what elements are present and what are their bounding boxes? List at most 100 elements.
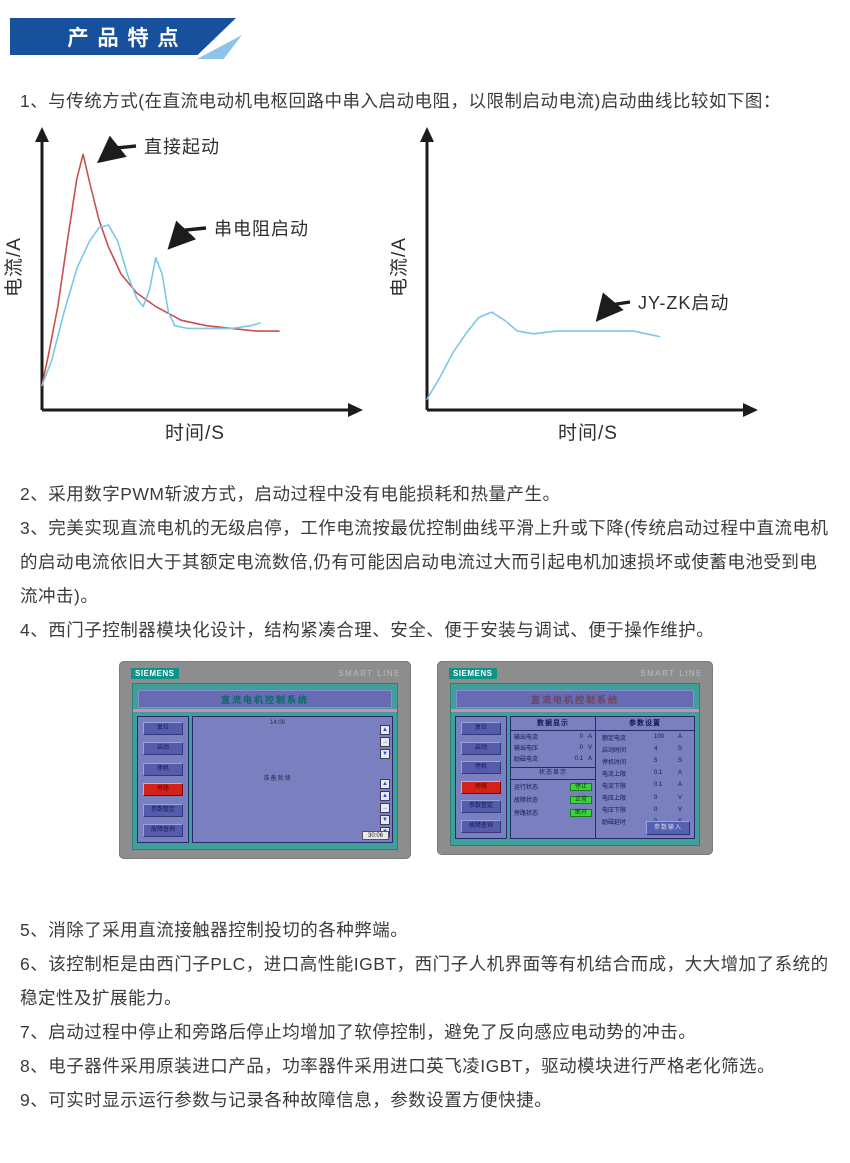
scroll-down-icon: ▼ [380,815,390,825]
settings-header: 参数设置 [596,717,694,731]
smart-line-label: SMART LINE [640,668,703,678]
row-value: 4 [654,746,658,753]
x-axis-arrow-icon [348,403,363,417]
hmi-bezel-top: SIEMENS SMART LINE [437,661,713,683]
row-unit: A [678,782,683,789]
row-unit: V [678,806,683,813]
startup-curve-charts: 直接起动 串电阻启动 电流/A 时间/S JY-ZK启动 电流/A 时间/S [0,122,850,457]
row-label: 故障状态 [514,798,539,804]
hmi-data-table: 数据显示 输出电流 0 A 输出电压 0 V 励磁电流 [510,716,695,839]
row-value: 0 [654,794,658,801]
feature-item-1: 1、与传统方式(在直流电动机电枢回路中串入启动电阻，以限制启动电流)启动曲线比较… [20,91,781,111]
hmi-status-message: 准备就绪 [263,776,292,782]
row-unit: A [678,734,683,741]
hmi-button-start: 启动 [143,742,183,756]
hmi-button-stop: 停机 [461,761,501,775]
feature-item-7: 7、启动过程中停止和旁路后停止均增加了软停控制，避免了反向感应电动势的冲击。 [20,1022,697,1042]
data-display-column: 数据显示 输出电流 0 A 输出电压 0 V 励磁电流 [511,717,596,838]
feature-item-4: 4、西门子控制器模块化设计，结构紧凑合理、安全、便于安装与调试、便于操作维护。 [20,620,715,640]
hmi-screen-title: 直流电机控制系统 [456,690,694,708]
status-indicator: 停止 [570,782,592,791]
scroll-right-icon: → [380,737,390,747]
hmi-button-reset: 复位 [143,722,183,735]
parameter-settings-column: 参数设置 额定电流 100 A 启动时间 4 S 停机时间 [596,717,694,838]
row-label: 旁路状态 [514,811,539,817]
hmi-clock: 14:09 [269,720,285,726]
row-label: 电流上限 [602,771,627,778]
row-unit: A [587,755,592,762]
scroll-right-icon: → [380,803,390,813]
hmi-button-param-tune: 参数整定 [461,800,501,814]
curve-resistor-start [41,224,261,387]
row-label: 运行状态 [514,785,539,791]
param-row: 电压上限 0 V [596,791,694,803]
row-label: 启动时间 [602,747,627,754]
status-row: 故障状态 正常 [511,793,595,806]
y-axis-arrow-icon [420,127,434,142]
x-axis-label: 时间/S [165,422,225,444]
row-value: 0 [579,733,583,740]
hmi-sidebar: 复位 启动 停机 旁路 参数整定 故障查询 [137,716,189,843]
annotation-jyzk-start: JY-ZK启动 [638,293,729,313]
row-value: 0.1 [654,782,663,789]
feature-item-6: 6、该控制柜是由西门子PLC，进口高性能IGBT，西门子人机界面等有机结合而成，… [20,954,829,1008]
display-row: 输出电流 0 A [511,731,595,742]
row-unit: A [587,733,592,740]
status-row: 运行状态 停止 [511,780,595,793]
display-row: 输出电压 0 V [511,742,595,753]
siemens-logo: SIEMENS [131,667,179,679]
param-row: 电压下限 0 V [596,804,694,816]
hmi-screen: 直流电机控制系统 复位 启动 停机 旁路 参数整定 故障查询 14:09 准备就… [132,683,398,850]
row-label: 输出电流 [514,735,539,741]
row-label: 励磁延时 [602,820,627,827]
row-value: 0 [654,806,658,813]
feature-item-9: 9、可实时显示运行参数与记录各种故障信息，参数设置方便快捷。 [20,1090,553,1110]
row-unit: V [587,744,592,751]
hmi-panel-data-screen: SIEMENS SMART LINE 直流电机控制系统 复位 启动 停机 旁路 … [437,661,713,855]
hmi-panel-photos: SIEMENS SMART LINE 直流电机控制系统 复位 启动 停机 旁路 … [119,661,850,859]
row-unit: S [678,758,683,765]
hmi-button-param-tune: 参数整定 [143,803,183,817]
row-unit: A [678,770,683,777]
annotation-resistor-start: 串电阻启动 [214,219,309,239]
hmi-screen-title: 直流电机控制系统 [138,690,392,708]
row-value: 0.1 [654,770,663,777]
row-label: 停机时间 [602,759,627,766]
smart-line-label: SMART LINE [338,668,401,678]
status-indicator: 断开 [570,808,592,817]
param-row: 启动时间 4 S [596,743,694,755]
annotation-arrow-jyzk [595,292,631,322]
hmi-button-stop: 停机 [143,762,183,776]
hmi-button-fault-query: 故障查询 [461,819,501,833]
row-value: 100 [654,734,665,741]
chart-traditional-startup: 直接起动 串电阻启动 电流/A 时间/S [3,127,363,444]
display-row: 励磁电流 0.1 A [511,753,595,764]
feature-item-3: 3、完美实现直流电机的无级启停，工作电流按最优控制曲线平滑上升或下降(传统启动过… [20,518,829,606]
hmi-screen-body: 复位 启动 停机 旁路 参数整定 故障查询 14:09 准备就绪 ▲ → ▼ ▲ [137,716,393,843]
param-row: 电流下限 0.1 A [596,779,694,791]
y-axis-arrow-icon [35,127,49,142]
chart-jyzk-startup: JY-ZK启动 电流/A 时间/S [390,127,758,444]
hmi-scroll-buttons: ▲ → ▼ ▲ ▲ → ▼ ▼ [380,725,390,839]
annotation-direct-start: 直接起动 [144,137,220,157]
row-value: 0 [579,744,583,751]
row-value: 0.1 [574,755,583,762]
param-row: 额定电流 100 A [596,731,694,743]
row-value: 5 [654,758,658,765]
row-label: 电压下限 [602,808,627,815]
row-label: 电流下限 [602,783,627,790]
status-row: 旁路状态 断开 [511,806,595,819]
display-header: 数据显示 [511,717,595,731]
param-row: 停机时间 5 S [596,755,694,767]
hmi-sidebar: 复位 启动 停机 旁路 参数整定 故障查询 [455,716,507,839]
feature-item-8: 8、电子器件采用原装进口产品，功率器件采用进口英飞凌IGBT，驱动模块进行严格老… [20,1056,776,1076]
hmi-screen-body: 复位 启动 停机 旁路 参数整定 故障查询 数据显示 输出电流 0 A [455,716,695,839]
curve-direct-start [41,153,280,387]
hmi-button-fault-query: 故障查询 [143,823,183,837]
siemens-logo: SIEMENS [449,667,497,679]
annotation-arrow-resistor [167,220,207,250]
banner-ribbon: 产品特点 [10,18,236,55]
section-banner: 产品特点 [10,18,260,59]
hmi-bezel-top: SIEMENS SMART LINE [119,661,411,683]
hmi-button-bypass: 旁路 [143,783,183,797]
